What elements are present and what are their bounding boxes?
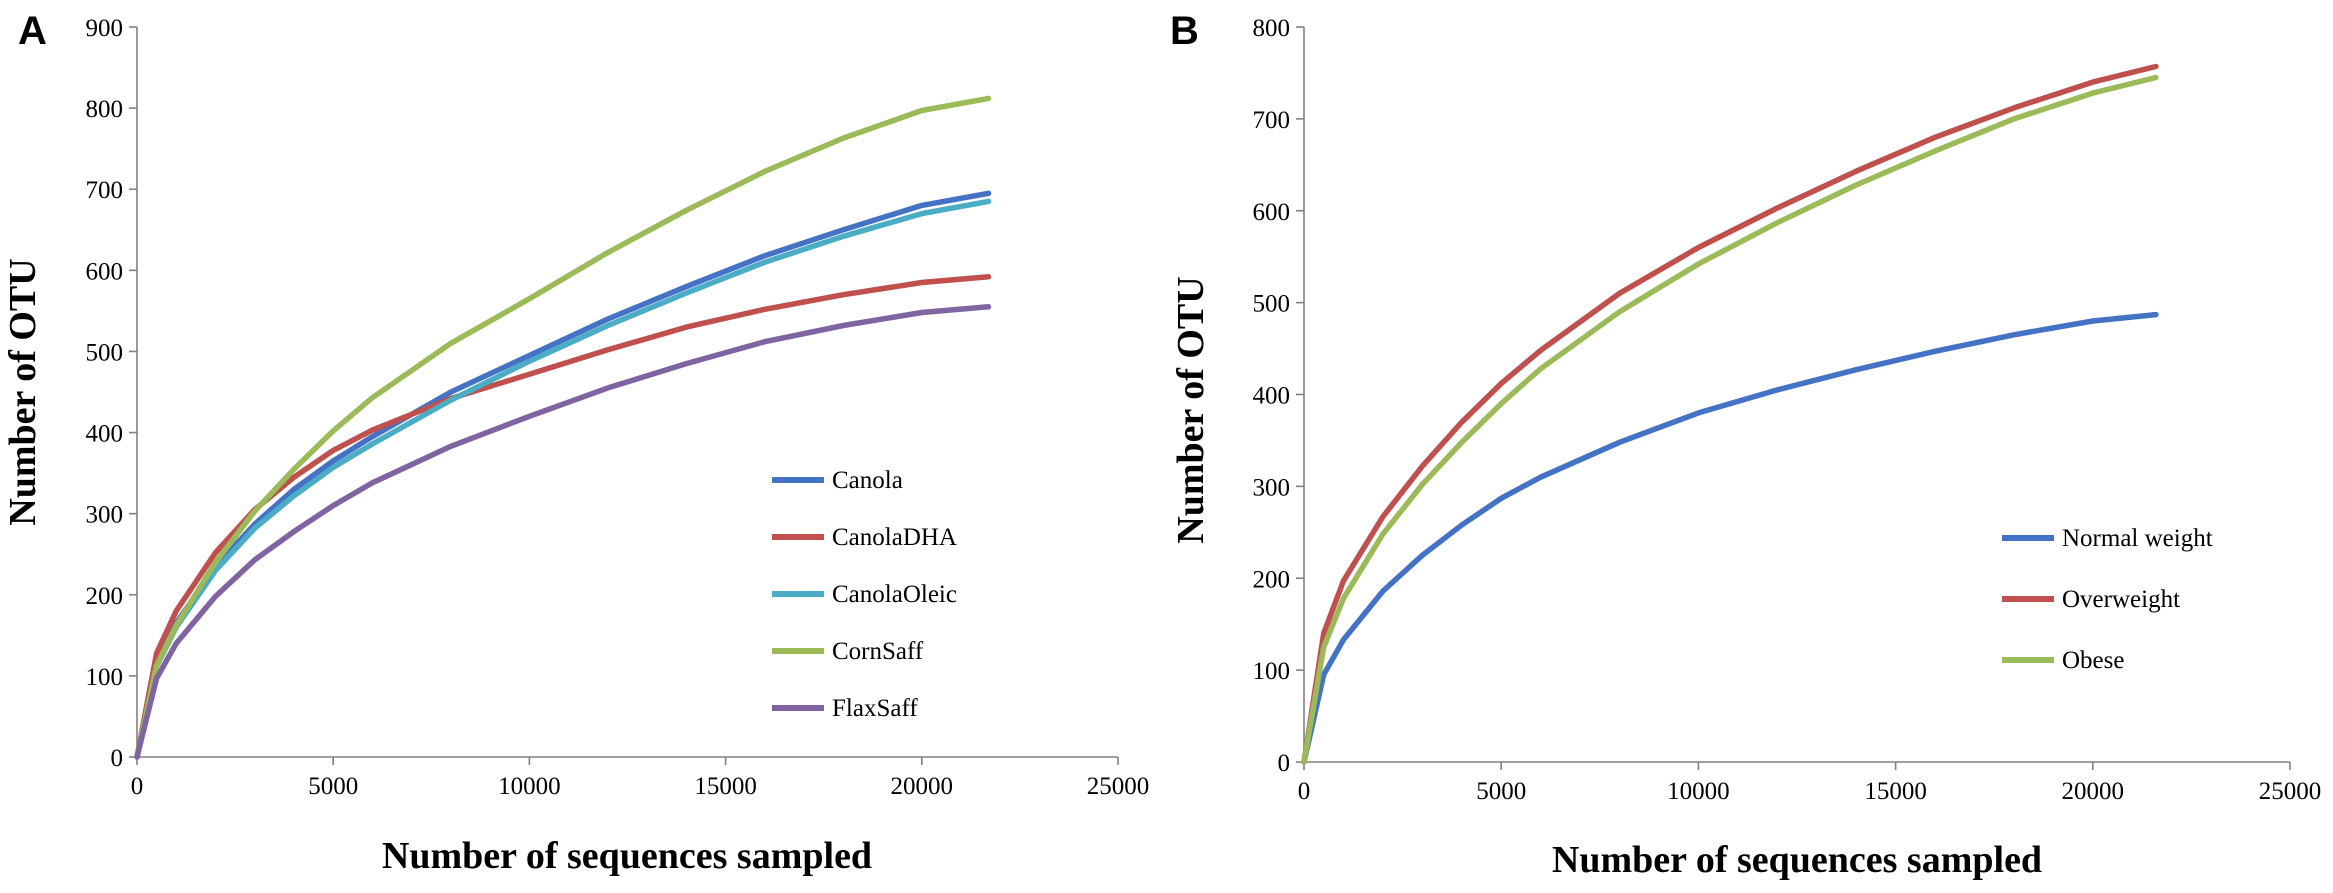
panel-a-x-tick-label: 20000 (891, 773, 954, 800)
panel-a-y-ticks: 0 100 200 300 400 500 600 700 800 900 (86, 15, 137, 772)
panel-b-x-ticks: 0 5000 10000 15000 20000 25000 (1298, 762, 2322, 805)
panel-b-series-overweight (1301, 63, 2159, 765)
panel-b-y-tick-label: 800 (1253, 15, 1291, 42)
panel-b-y-tick-label: 300 (1253, 474, 1291, 501)
panel-b-x-axis-title: Number of sequences sampled (1552, 839, 2042, 881)
panel-a-legend-label-canola: Canola (832, 467, 903, 494)
panel-a-y-tick-label: 300 (86, 502, 124, 529)
panel-letter-a: A (18, 9, 47, 53)
panel-b-y-tick-label: 200 (1253, 566, 1291, 593)
panel-a-x-tick-label: 0 (131, 773, 144, 800)
panel-b-series-obese (1301, 74, 2159, 765)
panel-a-series-flaxsaff (134, 304, 992, 760)
panel-a-x-tick-label: 10000 (498, 773, 561, 800)
panel-b-legend-label-normal-weight: Normal weight (2062, 525, 2213, 552)
panel-a-x-tick-label: 15000 (694, 773, 757, 800)
panel-a-legend-label-canolaoleic: CanolaOleic (832, 581, 957, 608)
panel-a-chart: A 0 100 200 300 400 500 600 700 800 900 0 5000 1000… (2, 9, 1149, 877)
panel-b-x-tick-label: 15000 (1864, 778, 1927, 805)
panel-a-legend-label-flaxsaff: FlaxSaff (832, 695, 918, 722)
panel-letter-b: B (1170, 9, 1199, 53)
panel-a-legend-label-cornsaff: CornSaff (832, 638, 924, 665)
panel-a-y-tick-label: 700 (86, 177, 124, 204)
panel-a-x-axis-title: Number of sequences sampled (382, 835, 872, 877)
panel-a-series (134, 95, 992, 760)
panel-a-y-tick-label: 0 (111, 745, 124, 772)
panel-a-series-canoladha (134, 274, 992, 760)
panel-a-y-tick-label: 400 (86, 421, 124, 448)
panel-b-chart: B 0 100 200 300 400 500 600 700 800 0 5000 10000 15… (1170, 9, 2321, 881)
panel-a-y-tick-label: 600 (86, 258, 124, 285)
panel-a-y-tick-label: 800 (86, 96, 124, 123)
panel-b-legend-label-overweight: Overweight (2062, 586, 2180, 613)
panel-b-legend-label-obese: Obese (2062, 647, 2124, 674)
panel-a-y-tick-label: 100 (86, 664, 124, 691)
panel-a-legend-label-canoladha: CanolaDHA (832, 524, 957, 551)
panel-b-x-tick-label: 5000 (1476, 778, 1526, 805)
panel-b-y-tick-label: 600 (1253, 199, 1291, 226)
panel-a-y-axis-title: Number of OTU (2, 258, 44, 525)
panel-a-y-tick-label: 500 (86, 339, 124, 366)
panel-a-y-tick-label: 900 (86, 15, 124, 42)
panel-b-x-tick-label: 10000 (1667, 778, 1730, 805)
panel-b-legend: Normal weight Overweight Obese (2002, 525, 2213, 674)
panel-b-x-tick-label: 0 (1298, 778, 1311, 805)
panel-b-y-ticks: 0 100 200 300 400 500 600 700 800 (1253, 15, 1304, 777)
panel-b-y-axis-title: Number of OTU (1170, 276, 1212, 543)
panel-b-x-tick-label: 20000 (2062, 778, 2125, 805)
panel-a-legend: Canola CanolaDHA CanolaOleic CornSaff FlaxSa… (772, 467, 957, 722)
panel-b-y-tick-label: 700 (1253, 107, 1291, 134)
panel-b-series-normal-weight (1301, 311, 2159, 765)
panel-b-series (1301, 63, 2159, 765)
panel-a-x-tick-label: 25000 (1087, 773, 1150, 800)
panel-a-y-tick-label: 200 (86, 583, 124, 610)
panel-a-series-cornsaff (134, 95, 992, 760)
panel-b-y-tick-label: 400 (1253, 383, 1291, 410)
panel-b-y-tick-label: 500 (1253, 291, 1291, 318)
panel-a-x-tick-label: 5000 (308, 773, 358, 800)
panel-b-x-tick-label: 25000 (2259, 778, 2322, 805)
panel-a-x-ticks: 0 5000 10000 15000 20000 25000 (131, 757, 1150, 800)
panel-b-y-tick-label: 0 (1278, 750, 1291, 777)
panel-b-y-tick-label: 100 (1253, 658, 1291, 685)
